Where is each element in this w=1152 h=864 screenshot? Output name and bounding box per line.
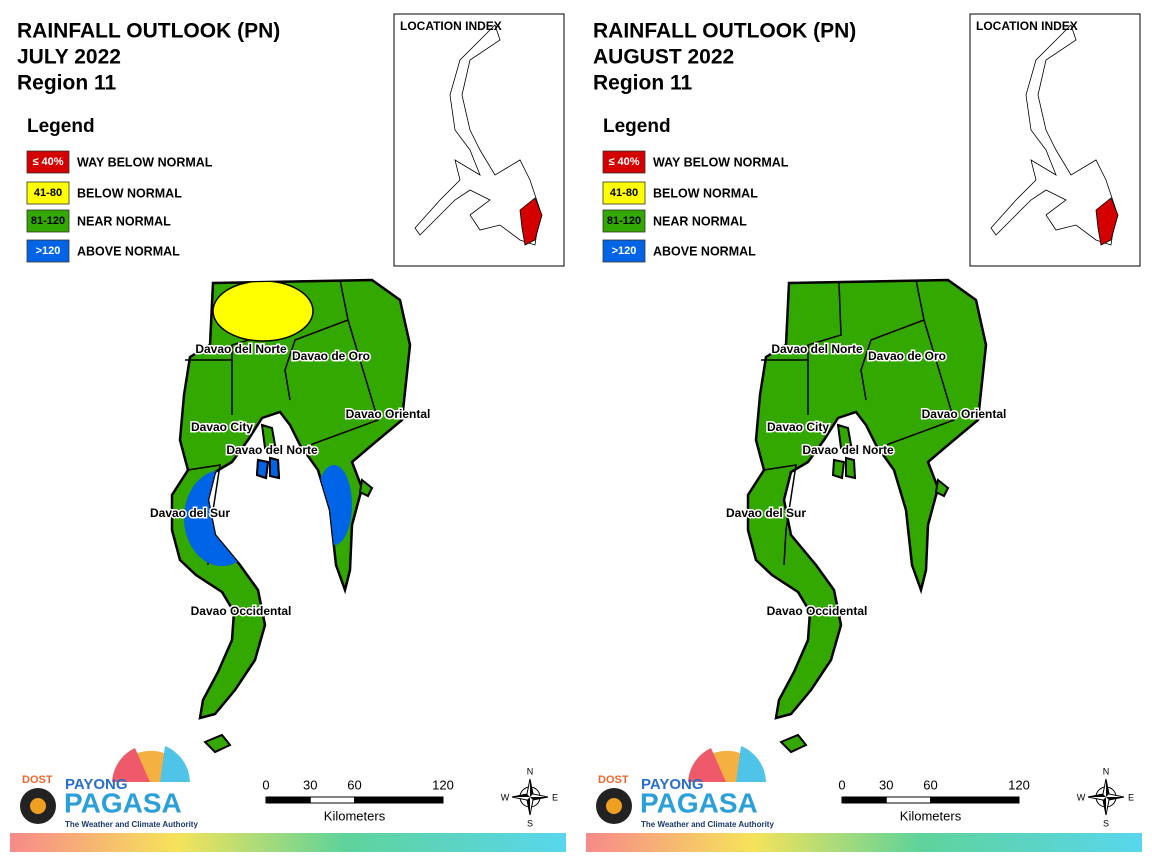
logo-umbrella-panel [688,748,726,782]
legend-swatch-label: 81-120 [607,215,641,227]
compass-e: E [1128,792,1134,802]
panel-period: JULY 2022 [17,46,121,69]
province-label: Davao Occidental [191,604,292,618]
panel-region: Region 11 [593,72,693,95]
location-index-label: LOCATION INDEX [976,19,1078,33]
legend-label: ABOVE NORMAL [653,244,756,258]
legend-swatch-label: ≤ 40% [32,156,63,168]
logo-seal-inner [606,798,622,814]
legend-swatch [602,150,646,174]
color-strip [586,833,1142,852]
scale-tick-label: 30 [879,777,893,792]
panel-title: RAINFALL OUTLOOK (PN) [593,20,856,43]
outlook-panel: RAINFALL OUTLOOK (PN) AUGUST 2022 Region 1… [586,13,1142,852]
legend-title: Legend [27,116,95,137]
province-label: Davao del Norte [802,443,894,457]
compass-s: S [1103,818,1109,828]
panel-region: Region 11 [17,72,117,95]
province-label: Davao del Norte [195,342,287,356]
compass-s: S [527,818,533,828]
logo-brand: PAGASA [640,787,758,818]
province-label: Davao del Sur [726,506,806,520]
logo-umbrella-panel [112,748,150,782]
legend-swatch [26,209,70,233]
color-strip [10,833,566,852]
compass-star-fill [1088,779,1124,815]
panel-period: AUGUST 2022 [593,46,734,69]
compass-n: N [527,766,534,776]
legend-label: BELOW NORMAL [77,186,182,200]
logo-tagline: The Weather and Climate Authority [65,820,198,829]
legend-label: WAY BELOW NORMAL [77,155,213,169]
logo-brand-top: PAYONG [641,776,704,793]
panel-title: RAINFALL OUTLOOK (PN) [17,20,280,43]
scale-segment [265,796,311,804]
province-label: Davao City [191,420,253,434]
outlook-panel: RAINFALL OUTLOOK (PN) JULY 2022 Region 11 L… [10,13,566,852]
province-label: Davao del Norte [771,342,863,356]
logo-brand: PAGASA [64,787,182,818]
logo-tagline: The Weather and Climate Authority [641,820,774,829]
legend-swatch-label: >120 [36,245,61,257]
scale-segment [354,796,444,804]
legend-label: WAY BELOW NORMAL [653,155,789,169]
legend-swatch [602,239,646,263]
above-normal-zone [316,465,352,545]
legend-swatch-label: 41-80 [34,187,62,199]
scale-tick-label: 60 [923,777,937,792]
island [255,456,281,480]
province-label: Davao City [767,420,829,434]
compass: N S E W [501,766,558,828]
scale-tick-label: 120 [1008,777,1030,792]
compass: N S E W [1077,766,1134,828]
logo-brand-top: PAYONG [65,776,128,793]
scale-unit: Kilometers [900,808,962,823]
logo-agency: DOST [598,774,629,786]
province-label: Davao del Sur [150,506,230,520]
scale-tick-label: 0 [262,777,269,792]
legend-swatch [26,150,70,174]
compass-e: E [552,792,558,802]
province-label: Davao Oriental [346,407,431,421]
province-label: Davao del Norte [226,443,318,457]
province-label: Davao Occidental [767,604,868,618]
legend-swatch [602,181,646,205]
compass-w: W [501,792,510,802]
province-label: Davao Oriental [922,407,1007,421]
logo-umbrella-panel [160,746,190,782]
legend-label: ABOVE NORMAL [77,244,180,258]
scale-segment [885,796,931,804]
legend-swatch-label: >120 [612,245,637,257]
below-normal-zone [212,280,314,342]
compass-star-fill [512,779,548,815]
logo-seal-inner [30,798,46,814]
compass-n: N [1103,766,1110,776]
legend-label: BELOW NORMAL [653,186,758,200]
compass-w: W [1077,792,1086,802]
logo-agency: DOST [22,774,53,786]
scale-unit: Kilometers [324,808,386,823]
legend-label: NEAR NORMAL [77,214,171,228]
scale-tick-label: 30 [303,777,317,792]
legend-title: Legend [603,116,671,137]
scale-segment [841,796,887,804]
province-label: Davao de Oro [292,349,370,363]
legend-label: NEAR NORMAL [653,214,747,228]
legend-swatch [602,209,646,233]
scale-segment [309,796,355,804]
province-label: Davao de Oro [868,349,946,363]
scale-segment [930,796,1020,804]
legend-swatch-label: 81-120 [31,215,65,227]
scale-tick-label: 60 [347,777,361,792]
logo-umbrella-panel [736,746,766,782]
location-index-label: LOCATION INDEX [400,19,502,33]
scale-tick-label: 120 [432,777,454,792]
legend-swatch-label: ≤ 40% [608,156,639,168]
scale-tick-label: 0 [838,777,845,792]
legend-swatch-label: 41-80 [610,187,638,199]
legend-swatch [26,181,70,205]
legend-swatch [26,239,70,263]
